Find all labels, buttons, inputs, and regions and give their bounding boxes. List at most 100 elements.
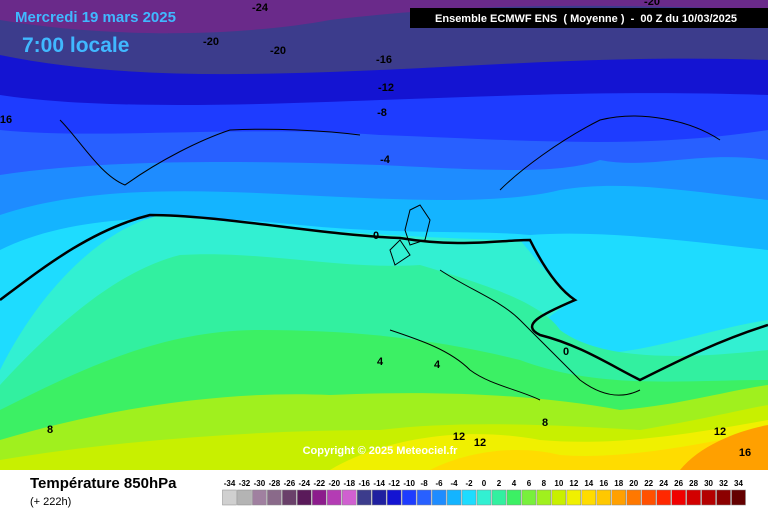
contour-label: -20 <box>270 45 286 57</box>
scale-label: -12 <box>388 479 400 488</box>
scale-swatch <box>312 489 327 506</box>
scale-swatch <box>701 489 716 506</box>
contour-label: 16 <box>739 447 751 459</box>
contour-label: 4 <box>377 356 384 368</box>
zero-isotherm <box>0 213 768 382</box>
scale-swatch <box>416 489 432 506</box>
contour-label: 16 <box>0 114 12 126</box>
scale-swatch <box>611 489 626 506</box>
scale-label: -16 <box>358 479 370 488</box>
scale-swatch <box>282 489 297 506</box>
scale-label: -30 <box>254 479 266 488</box>
scale-swatch <box>431 489 447 506</box>
scale-label: 28 <box>689 479 698 488</box>
scale-swatch <box>237 489 252 506</box>
scale-label: 18 <box>614 479 623 488</box>
scale-swatch <box>401 489 417 506</box>
contour-label: -16 <box>376 54 392 66</box>
scale-swatch <box>521 489 537 506</box>
contour-label: -4 <box>380 154 391 166</box>
scale-swatch <box>252 489 267 506</box>
scale-label: 14 <box>584 479 593 488</box>
time-title: 7:00 locale <box>22 34 129 57</box>
scale-label: 16 <box>599 479 608 488</box>
scale-swatch <box>551 489 567 506</box>
model-label: Ensemble ECMWF ENS ( Moyenne ) - 00 Z du… <box>435 13 737 25</box>
contour-label: 8 <box>542 417 548 429</box>
contour-label: -20 <box>203 36 219 48</box>
scale-label: 30 <box>704 479 713 488</box>
scale-label: -22 <box>314 479 326 488</box>
temperature-field <box>0 0 768 471</box>
contour-label: -12 <box>378 82 394 94</box>
scale-label: -32 <box>239 479 251 488</box>
scale-swatch <box>371 489 387 506</box>
scale-label: 4 <box>512 479 517 488</box>
scale-swatch <box>566 489 582 506</box>
scale-swatch <box>476 489 492 506</box>
scale-swatch <box>731 489 746 506</box>
header-box <box>410 8 768 28</box>
scale-label: -26 <box>284 479 296 488</box>
contour-label: 12 <box>474 437 486 449</box>
contour-label: -24 <box>252 2 269 14</box>
scale-label: 26 <box>674 479 683 488</box>
scale-label: 10 <box>554 479 563 488</box>
scale-swatch <box>686 489 701 506</box>
scale-swatch <box>342 489 357 506</box>
scale-label: -18 <box>343 479 355 488</box>
scale-label: 32 <box>719 479 728 488</box>
scale-label: -24 <box>299 479 311 488</box>
scale-swatch <box>461 489 477 506</box>
scale-label: -6 <box>436 479 444 488</box>
contour-label: 8 <box>47 424 53 436</box>
scale-label: -20 <box>329 479 341 488</box>
contour-label: 4 <box>434 359 441 371</box>
scale-swatch <box>297 489 312 506</box>
scale-label: 22 <box>644 479 653 488</box>
scale-swatch <box>581 489 597 506</box>
scale-label: 20 <box>629 479 638 488</box>
scale-label: 34 <box>734 479 743 488</box>
scale-label: -14 <box>373 479 385 488</box>
scale-swatch <box>641 489 656 506</box>
scale-swatch <box>656 489 671 506</box>
scale-label: 6 <box>527 479 532 488</box>
scale-swatch <box>506 489 522 506</box>
scale-swatch <box>671 489 686 506</box>
scale-swatch <box>327 489 342 506</box>
scale-swatch <box>716 489 731 506</box>
scale-label: -2 <box>465 479 473 488</box>
contour-label: 0 <box>373 230 379 242</box>
scale-label: -10 <box>403 479 415 488</box>
copyright: Copyright © 2025 Meteociel.fr <box>303 445 459 457</box>
contour-label: -20 <box>644 0 660 8</box>
contour-label: 0 <box>563 346 569 358</box>
scale-swatch <box>536 489 552 506</box>
scale-label: 0 <box>482 479 487 488</box>
contour-label: 12 <box>453 431 465 443</box>
scale-swatch <box>626 489 641 506</box>
contour-labels: -24 -20 -20 -20 -16 -12 -8 -4 0 0 4 4 16… <box>0 0 751 459</box>
scale-swatch <box>222 489 237 506</box>
scale-swatch <box>491 489 507 506</box>
scale-swatch <box>356 489 372 506</box>
scale-label: 2 <box>497 479 502 488</box>
scale-label: -34 <box>224 479 236 488</box>
scale-label: -28 <box>269 479 281 488</box>
coastlines <box>59 115 721 401</box>
scale-label: -8 <box>421 479 429 488</box>
scale-label: 8 <box>542 479 547 488</box>
contour-label: -8 <box>377 107 387 119</box>
variable-label: Température 850hPa <box>30 475 177 492</box>
contour-label: 12 <box>714 426 726 438</box>
color-scale: -34 -32 -30 -28 -26 -24 -22 -20 -18 -16 -14 -12 -10-… <box>222 479 746 506</box>
scale-swatch <box>386 489 402 506</box>
scale-label: 12 <box>569 479 578 488</box>
scale-swatch <box>267 489 282 506</box>
scale-label: -4 <box>450 479 458 488</box>
lead-label: (+ 222h) <box>30 496 71 508</box>
scale-label: 24 <box>659 479 668 488</box>
